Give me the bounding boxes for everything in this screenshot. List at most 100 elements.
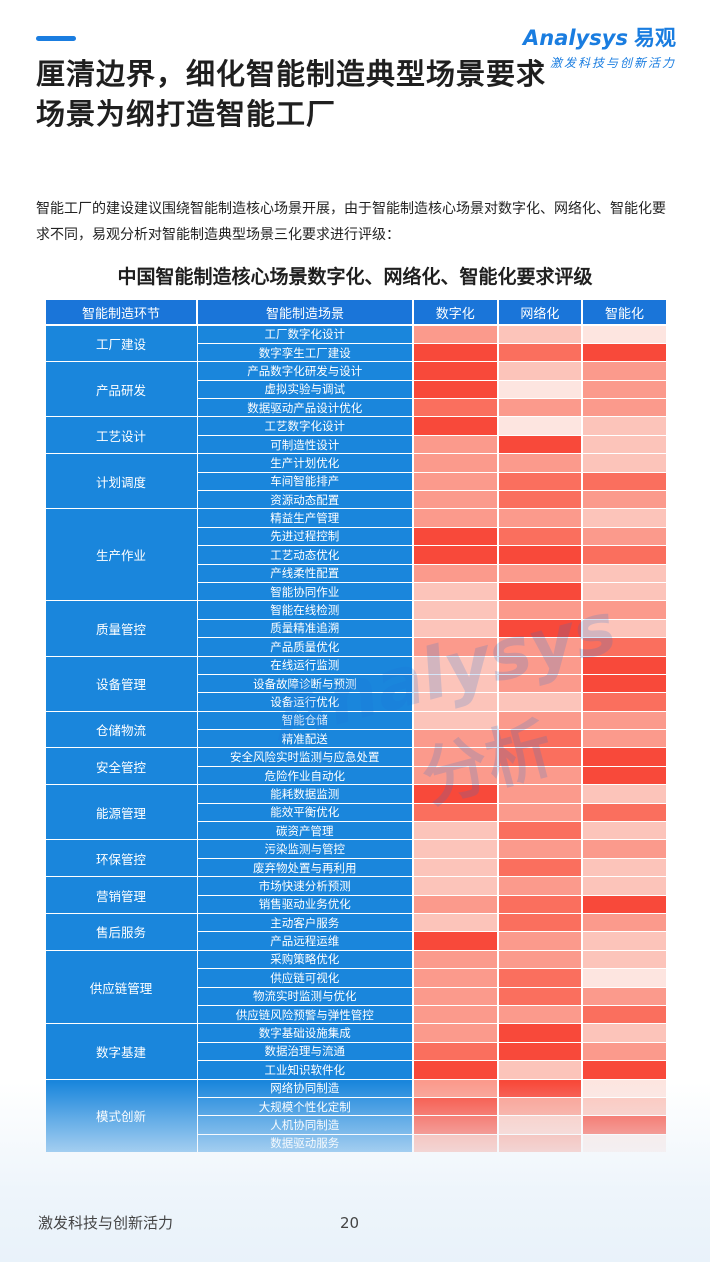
heat-cell-digital	[412, 894, 499, 915]
heat-cell-intelligent	[581, 747, 668, 767]
heat-cell-digital	[412, 398, 499, 418]
scene-cell: 销售驱动业务优化	[196, 894, 414, 915]
heat-cell-digital	[412, 563, 499, 583]
heat-cell-network	[496, 1004, 584, 1025]
heat-cell-digital	[412, 673, 499, 694]
heat-cell-digital	[412, 526, 499, 547]
scene-cell: 危险作业自动化	[196, 765, 414, 786]
scene-cell: 能效平衡优化	[196, 802, 414, 823]
table-header-row: 智能制造环节 智能制造场景 数字化 网络化 智能化	[44, 298, 668, 326]
heat-cell-network	[496, 600, 584, 620]
table-row: 智能协同作业	[45, 581, 668, 602]
scene-cell: 产品远程运维	[196, 931, 414, 951]
heat-cell-intelligent	[581, 1004, 668, 1025]
scene-cell: 市场快速分析预测	[196, 876, 414, 896]
heat-cell-network	[496, 839, 584, 859]
scene-cell: 工业知识软件化	[196, 1060, 414, 1080]
scene-cell: 虚拟实验与调试	[196, 379, 414, 400]
heat-cell-digital	[412, 986, 499, 1006]
heat-cell-network	[496, 673, 584, 694]
stage-cell: 生产作业	[44, 508, 198, 602]
heat-cell-digital	[412, 637, 499, 657]
heat-cell-intelligent	[581, 490, 668, 510]
heat-cell-intelligent	[581, 618, 668, 639]
heat-cell-digital	[412, 876, 499, 896]
heat-cell-digital	[412, 1060, 499, 1080]
heat-cell-intelligent	[581, 729, 668, 749]
heat-cell-network	[496, 821, 584, 841]
table-row: 安全管控 安全风险实时监测与应急处置	[44, 747, 668, 786]
table-row: 质量管控 智能在线检测	[44, 600, 668, 657]
heat-cell-network	[496, 765, 584, 786]
stage-cell: 售后服务	[44, 913, 198, 951]
heat-cell-network	[496, 894, 584, 915]
logo-slogan: 激发科技与创新活力	[549, 56, 676, 70]
heat-cell-digital	[412, 655, 499, 675]
heat-cell-intelligent	[581, 986, 668, 1006]
scene-cell: 供应链风险预警与弹性管控	[196, 1004, 414, 1025]
scene-cell: 智能在线检测	[196, 600, 414, 620]
table-row: 工艺动态优化	[45, 545, 668, 565]
heat-cell-digital	[412, 857, 499, 878]
heat-cell-network	[496, 747, 584, 767]
heat-cell-intelligent	[581, 912, 668, 933]
scene-cell: 废弃物处置与再利用	[196, 857, 414, 878]
scene-cell: 智能协同作业	[196, 581, 414, 602]
table-row: 产品质量优化	[45, 637, 668, 657]
chart-title: 中国智能制造核心场景数字化、网络化、智能化要求评级	[117, 266, 593, 288]
scene-cell: 碳资产管理	[196, 821, 414, 841]
heat-cell-network	[496, 563, 584, 583]
stage-cell: 计划调度	[44, 453, 198, 510]
heat-cell-intelligent	[581, 821, 668, 841]
heat-cell-digital	[412, 1004, 499, 1025]
heat-cell-network	[496, 581, 584, 602]
heat-cell-network	[496, 655, 584, 675]
scene-cell: 精准配送	[196, 729, 414, 749]
table-row: 环保管控 污染监测与管控	[44, 839, 668, 878]
stage-cell: 仓储物流	[44, 710, 198, 749]
title-line-1: 厘清边界，细化智能制造典型场景要求	[36, 57, 547, 91]
heat-cell-digital	[412, 618, 499, 639]
heat-cell-digital	[412, 912, 499, 933]
table-row: 物流实时监测与优化	[45, 986, 668, 1006]
skyline-background	[0, 1082, 710, 1262]
heat-cell-intelligent	[581, 839, 668, 859]
heat-cell-digital	[412, 784, 499, 804]
scene-cell: 数字孪生工厂建设	[196, 342, 414, 363]
page-title: 厘清边界，细化智能制造典型场景要求 场景为纲打造智能工厂	[36, 54, 556, 134]
heat-cell-intelligent	[581, 655, 668, 675]
table-row: 精准配送	[45, 729, 668, 749]
heat-cell-network	[496, 416, 584, 436]
heatmap-body: 工厂建设 工厂数字化设计 数字孪生工厂建设 产品研发 产品数字化研发与设计 虚拟实验与调试…	[44, 324, 668, 1154]
heat-cell-intelligent	[581, 324, 668, 344]
heat-cell-digital	[412, 1041, 499, 1062]
heat-cell-digital	[412, 508, 499, 528]
heat-cell-intelligent	[581, 876, 668, 896]
table-row: 供应链管理 采购策略优化	[44, 949, 668, 1025]
stage-cell: 环保管控	[44, 839, 198, 878]
scene-cell: 工艺数字化设计	[196, 416, 414, 436]
heat-cell-intelligent	[581, 692, 668, 712]
table-row: 供应链可视化	[45, 968, 668, 988]
heat-cell-intelligent	[581, 1023, 668, 1043]
table-row: 能效平衡优化	[45, 802, 668, 823]
heat-cell-intelligent	[581, 416, 668, 436]
table-row: 质量精准追溯	[45, 618, 668, 639]
heat-cell-intelligent	[581, 1060, 668, 1080]
column-header: 网络化	[496, 298, 584, 326]
table-row: 计划调度 生产计划优化	[44, 453, 668, 510]
heat-cell-intelligent	[581, 471, 668, 492]
scene-cell: 物流实时监测与优化	[196, 986, 414, 1006]
heat-cell-intelligent	[581, 673, 668, 694]
heatmap-table-wrap: 智能制造环节 智能制造场景 数字化 网络化 智能化 工厂建设 工厂数字化设计 数字孪…	[44, 298, 668, 1154]
heat-cell-digital	[412, 342, 499, 363]
heat-cell-digital	[412, 1023, 499, 1043]
scene-cell: 数据驱动产品设计优化	[196, 398, 414, 418]
heat-cell-digital	[412, 729, 499, 749]
heat-cell-network	[496, 857, 584, 878]
table-row: 数据驱动产品设计优化	[45, 398, 668, 418]
heat-cell-network	[496, 931, 584, 951]
heat-cell-digital	[412, 416, 499, 436]
table-row: 设备故障诊断与预测	[45, 673, 668, 694]
heat-cell-intelligent	[581, 637, 668, 657]
